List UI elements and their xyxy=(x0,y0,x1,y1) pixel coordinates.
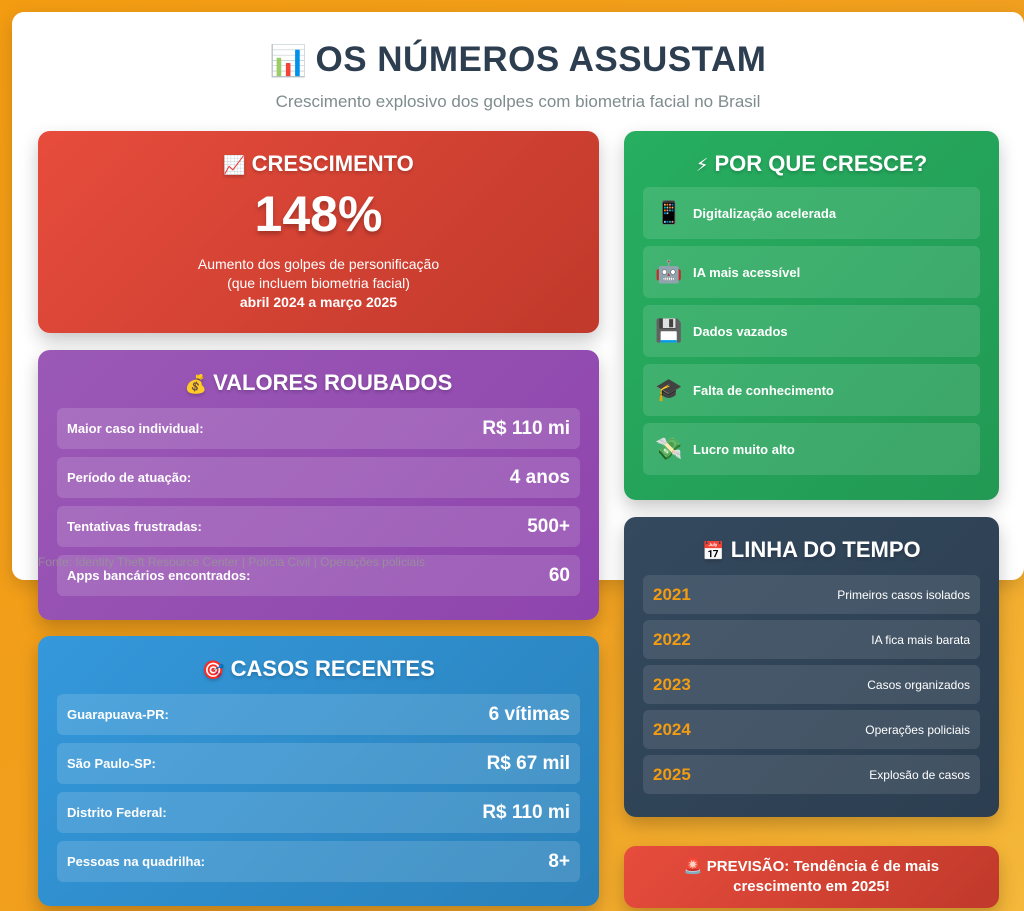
chart-increasing-icon: 📈 xyxy=(223,155,246,175)
reason-item: 🎓 Falta de conhecimento xyxy=(643,364,980,416)
reason-item: 🤖 IA mais acessível xyxy=(643,246,980,298)
timeline-title: 📅 LINHA DO TEMPO xyxy=(702,537,921,562)
stat-value: R$ 110 mi xyxy=(482,417,570,439)
case-row: Pessoas na quadrilha: 8+ xyxy=(57,841,580,882)
page-title: 📊 OS NÚMEROS ASSUSTAM xyxy=(269,40,767,79)
timeline-event: Casos organizados xyxy=(867,677,970,692)
timeline-event: Primeiros casos isolados xyxy=(837,587,970,602)
robot-icon: 🤖 xyxy=(655,259,683,284)
calendar-icon: 📅 xyxy=(702,541,725,561)
stat-value: 500+ xyxy=(527,515,570,537)
reason-label: Digitalização acelerada xyxy=(693,205,837,221)
forecast-banner: 🚨 PREVISÃO: Tendência é de mais crescime… xyxy=(624,846,999,908)
timeline-year: 2025 xyxy=(653,764,691,784)
timeline-row: 2023 Casos organizados xyxy=(643,665,980,704)
case-label: Distrito Federal: xyxy=(67,805,167,820)
timeline-event: Explosão de casos xyxy=(869,767,970,782)
stat-label: Período de atuação: xyxy=(67,470,192,485)
stat-label: Tentativas frustradas: xyxy=(67,519,202,534)
case-value: R$ 67 mil xyxy=(486,752,570,774)
reason-label: Falta de conhecimento xyxy=(693,382,834,398)
case-label: Pessoas na quadrilha: xyxy=(67,854,205,869)
case-value: R$ 110 mi xyxy=(482,801,570,823)
reason-label: Lucro muito alto xyxy=(693,441,795,457)
growth-description: Aumento dos golpes de personificação (qu… xyxy=(197,256,440,291)
timeline-year: 2024 xyxy=(653,719,691,739)
recent-cases-card: 🎯 CASOS RECENTES Guarapuava-PR: 6 vítimas… xyxy=(38,636,599,906)
reason-item: 💸 Lucro muito alto xyxy=(643,423,980,475)
case-label: São Paulo-SP: xyxy=(67,756,156,771)
growth-value: 148% xyxy=(254,186,383,242)
stat-value: 4 anos xyxy=(509,466,570,488)
target-icon: 🎯 xyxy=(202,660,225,680)
forecast-line-1: PREVISÃO: Tendência é de mais xyxy=(706,858,940,875)
floppy-disk-icon: 💾 xyxy=(655,318,683,343)
case-row: São Paulo-SP: R$ 67 mil xyxy=(57,743,580,784)
case-row: Distrito Federal: R$ 110 mi xyxy=(57,792,580,833)
timeline-year: 2021 xyxy=(653,584,691,604)
money-bag-icon: 💰 xyxy=(184,374,208,394)
stat-row: Período de atuação: 4 anos xyxy=(57,457,580,498)
siren-icon: 🚨 xyxy=(683,858,703,875)
timeline-row: 2025 Explosão de casos xyxy=(643,755,980,794)
why-title: ⚡ POR QUE CRESCE? xyxy=(695,151,928,176)
growth-period: abril 2024 a março 2025 xyxy=(239,294,398,310)
stat-row: Apps bancários encontrados: 60 xyxy=(57,555,580,596)
case-label: Guarapuava-PR: xyxy=(67,707,169,722)
case-row: Guarapuava-PR: 6 vítimas xyxy=(57,694,580,735)
lightning-icon: ⚡ xyxy=(695,155,709,175)
reason-item: 💾 Dados vazados xyxy=(643,305,980,357)
timeline-event: Operações policiais xyxy=(865,722,970,737)
stat-label: Maior caso individual: xyxy=(67,421,204,436)
stat-label: Apps bancários encontrados: xyxy=(67,568,251,583)
values-title: 💰 VALORES ROUBADOS xyxy=(184,370,453,395)
forecast-line-2: crescimento em 2025! xyxy=(733,878,890,895)
case-value: 6 vítimas xyxy=(488,703,570,725)
reason-item: 📱 Digitalização acelerada xyxy=(643,187,980,239)
growth-card: 📈 CRESCIMENTO 148% Aumento dos golpes de … xyxy=(38,131,599,333)
mobile-phone-icon: 📱 xyxy=(655,200,683,225)
page-subtitle: Crescimento explosivo dos golpes com bio… xyxy=(275,92,761,111)
timeline-row: 2021 Primeiros casos isolados xyxy=(643,575,980,614)
stat-row: Tentativas frustradas: 500+ xyxy=(57,506,580,547)
graduation-cap-icon: 🎓 xyxy=(655,377,683,402)
reason-label: IA mais acessível xyxy=(693,264,801,280)
growth-title: 📈 CRESCIMENTO xyxy=(223,151,414,176)
timeline-row: 2022 IA fica mais barata xyxy=(643,620,980,659)
why-grows-card: ⚡ POR QUE CRESCE? 📱 Digitalização acelera… xyxy=(624,131,999,500)
stat-row: Maior caso individual: R$ 110 mi xyxy=(57,408,580,449)
timeline-row: 2024 Operações policiais xyxy=(643,710,980,749)
flying-money-icon: 💸 xyxy=(655,436,683,461)
timeline-card: 📅 LINHA DO TEMPO 2021 Primeiros casos iso… xyxy=(624,517,999,817)
timeline-year: 2022 xyxy=(653,629,691,649)
timeline-year: 2023 xyxy=(653,674,691,694)
stolen-values-card: 💰 VALORES ROUBADOS Maior caso individual:… xyxy=(38,350,599,620)
cases-title: 🎯 CASOS RECENTES xyxy=(202,656,435,681)
reason-label: Dados vazados xyxy=(693,323,788,339)
stat-value: 60 xyxy=(548,564,570,586)
source-note: Fonte: Identity Theft Resource Center | … xyxy=(38,555,425,569)
timeline-event: IA fica mais barata xyxy=(871,632,970,647)
case-value: 8+ xyxy=(548,850,570,872)
bar-chart-icon: 📊 xyxy=(269,45,308,78)
